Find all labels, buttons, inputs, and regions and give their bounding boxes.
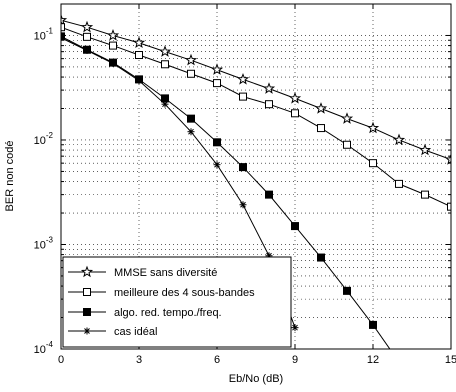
- y-tick-label: 10-4: [34, 340, 54, 356]
- data-point: [292, 223, 299, 230]
- data-point: [110, 42, 117, 49]
- data-point: [162, 61, 169, 68]
- legend-marker-square-open: [84, 289, 91, 296]
- y-tick-label: 10-1: [34, 26, 54, 42]
- y-axis-label: BER non codé: [4, 141, 16, 212]
- data-point: [136, 77, 143, 84]
- data-point: [344, 287, 351, 294]
- data-point: [370, 321, 377, 328]
- data-point: [396, 180, 403, 187]
- x-tick-label: 3: [136, 354, 142, 366]
- data-point: [240, 201, 247, 208]
- data-point: [214, 161, 221, 168]
- data-point: [266, 191, 273, 198]
- legend: MMSE sans diversité meilleure des 4 sous…: [63, 257, 291, 347]
- data-point: [240, 93, 247, 100]
- data-point: [214, 139, 221, 146]
- data-point: [318, 125, 325, 132]
- data-point: [84, 328, 91, 335]
- legend-label-mmse: MMSE sans diversité: [114, 267, 217, 279]
- data-point: [84, 309, 91, 316]
- data-point: [240, 164, 247, 171]
- x-tick-label: 6: [214, 354, 220, 366]
- x-tick-label: 0: [58, 354, 64, 366]
- y-tick-label: 10-2: [34, 131, 54, 147]
- data-point: [214, 80, 221, 87]
- data-point: [266, 101, 273, 108]
- data-point: [396, 359, 403, 366]
- data-point: [84, 33, 91, 40]
- legend-label-algo: algo. red. tempo./freq.: [114, 307, 222, 319]
- data-point: [136, 52, 143, 59]
- data-point: [292, 110, 299, 117]
- data-point: [188, 115, 195, 122]
- y-tick-label-exp: -4: [46, 340, 54, 349]
- x-tick-label: 12: [367, 354, 379, 366]
- x-axis-label: Eb/No (dB): [229, 373, 283, 385]
- data-point: [344, 141, 351, 148]
- y-tick-label-exp: -3: [46, 235, 54, 244]
- legend-label-meilleure: meilleure des 4 sous-bandes: [114, 287, 255, 299]
- y-tick-label-base: 10: [34, 344, 46, 356]
- x-tick-label: 9: [292, 354, 298, 366]
- legend-marker-square-filled: [84, 309, 91, 316]
- legend-marker-asterisk: [84, 328, 91, 335]
- data-point: [188, 128, 195, 135]
- data-point: [188, 70, 195, 77]
- data-point: [292, 324, 299, 331]
- y-tick-label-exp: -2: [46, 131, 54, 140]
- y-tick-label-base: 10: [34, 30, 46, 42]
- y-tick-label-base: 10: [34, 135, 46, 147]
- data-point: [84, 289, 91, 296]
- y-tick-label-base: 10: [34, 239, 46, 251]
- data-point: [318, 254, 325, 261]
- y-tick-label: 10-3: [34, 235, 54, 251]
- y-tick-label-exp: -1: [46, 26, 54, 35]
- data-point: [162, 101, 169, 108]
- data-point: [422, 191, 429, 198]
- x-tick-label: 15: [445, 354, 456, 366]
- legend-label-ideal: cas idéal: [114, 326, 157, 338]
- data-point: [110, 60, 117, 67]
- data-point: [370, 160, 377, 167]
- data-point: [84, 47, 91, 54]
